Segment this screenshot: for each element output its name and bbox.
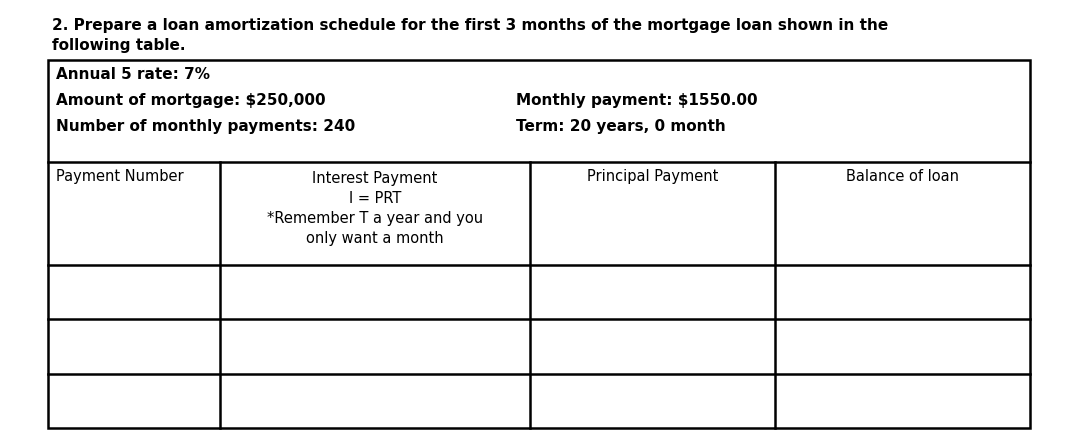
Text: following table.: following table.	[52, 38, 185, 53]
Text: Annual 5 rate: 7%: Annual 5 rate: 7%	[56, 67, 210, 82]
Text: Term: 20 years, 0 month: Term: 20 years, 0 month	[516, 119, 725, 134]
Text: Principal Payment: Principal Payment	[586, 169, 718, 184]
Text: Payment Number: Payment Number	[56, 169, 184, 184]
Bar	[48, 60, 1030, 428]
Text: only want a month: only want a month	[307, 231, 443, 246]
Text: Interest Payment: Interest Payment	[312, 171, 438, 186]
Text: Amount of mortgage: $250,000: Amount of mortgage: $250,000	[56, 93, 326, 108]
Text: Number of monthly payments: 240: Number of monthly payments: 240	[56, 119, 355, 134]
Text: Monthly payment: $1550.00: Monthly payment: $1550.00	[516, 93, 758, 108]
Text: I = PRT: I = PRT	[349, 191, 401, 206]
Text: 2. Prepare a loan amortization schedule for the first 3 months of the mortgage l: 2. Prepare a loan amortization schedule …	[52, 18, 889, 33]
Text: *Remember T a year and you: *Remember T a year and you	[267, 211, 483, 226]
Text: Balance of loan: Balance of loan	[846, 169, 959, 184]
